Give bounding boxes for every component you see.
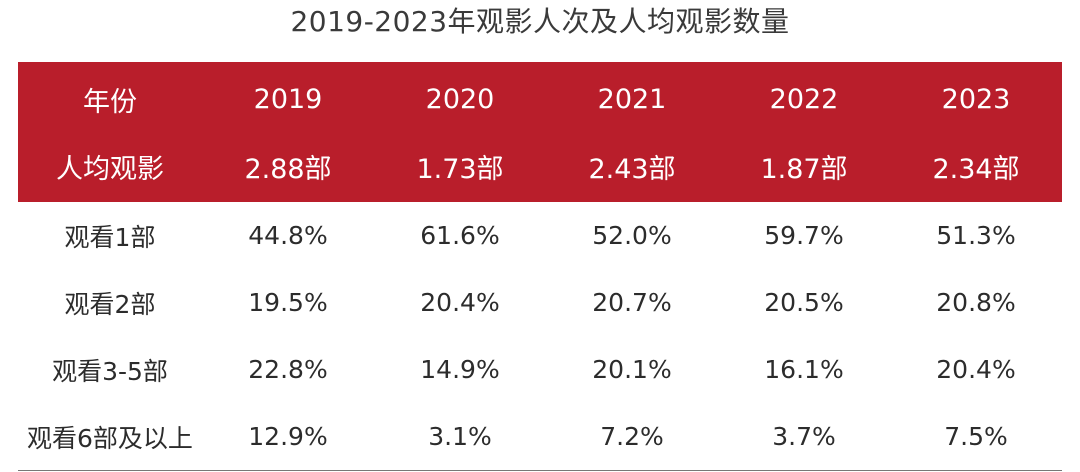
per-capita-2021: 2.43部 [588,153,676,185]
table-cell: 51.3% [936,221,1016,250]
movie-viewing-table: 年份 2019 2020 2021 2022 2023 人均观影 2.88部 1… [18,62,1062,471]
per-capita-2020: 1.73部 [416,153,504,185]
table-cell: 7.2% [546,403,718,471]
chart-title: 2019-2023年观影人次及人均观影数量 [290,5,790,38]
row-label: 观看6部及以上 [18,403,202,471]
table-cell: 19.5% [248,288,328,317]
table-cell: 20.4% [420,288,500,317]
table-row: 观看6部及以上 12.9% 3.1% 7.2% 3.7% 7.5% [18,403,1062,471]
table-cell: 52.0% [592,221,672,250]
table-cell: 7.5% [890,403,1062,471]
table-row: 观看3-5部 22.8% 14.9% 20.1% 16.1% 20.4% [18,336,1062,403]
table-row: 观看2部 19.5% 20.4% 20.7% 20.5% 20.8% [18,269,1062,336]
data-table-container: 年份 2019 2020 2021 2022 2023 人均观影 2.88部 1… [18,62,1062,471]
table-cell: 20.8% [936,288,1016,317]
table-cell: 16.1% [764,355,844,384]
per-capita-2019: 2.88部 [244,153,332,185]
header-label-per-capita: 人均观影 [56,153,164,185]
header-year-2021: 2021 [597,83,667,115]
table-cell: 61.6% [420,221,500,250]
table-cell: 20.7% [592,288,672,317]
table-row: 观看1部 44.8% 61.6% 52.0% 59.7% 51.3% [18,202,1062,269]
table-cell: 3.1% [374,403,546,471]
row-label: 观看1部 [64,222,156,252]
table-cell: 3.7% [718,403,890,471]
table-cell: 12.9% [202,403,374,471]
row-label: 观看3-5部 [52,356,168,386]
table-cell: 59.7% [764,221,844,250]
header-year-2023: 2023 [941,83,1011,115]
table-cell: 20.1% [592,355,672,384]
table-cell: 44.8% [248,221,328,250]
header-year-2019: 2019 [253,83,323,115]
table-cell: 14.9% [420,355,500,384]
header-label-year: 年份 [83,86,137,118]
per-capita-2023: 2.34部 [932,153,1020,185]
header-year-2022: 2022 [769,83,839,115]
table-cell: 20.4% [936,355,1016,384]
per-capita-2022: 1.87部 [760,153,848,185]
header-row-year: 年份 2019 2020 2021 2022 2023 [18,62,1062,132]
header-year-2020: 2020 [425,83,495,115]
table-cell: 20.5% [764,288,844,317]
table-cell: 22.8% [248,355,328,384]
header-row-per-capita: 人均观影 2.88部 1.73部 2.43部 1.87部 2.34部 [18,132,1062,202]
row-label: 观看2部 [64,289,156,319]
